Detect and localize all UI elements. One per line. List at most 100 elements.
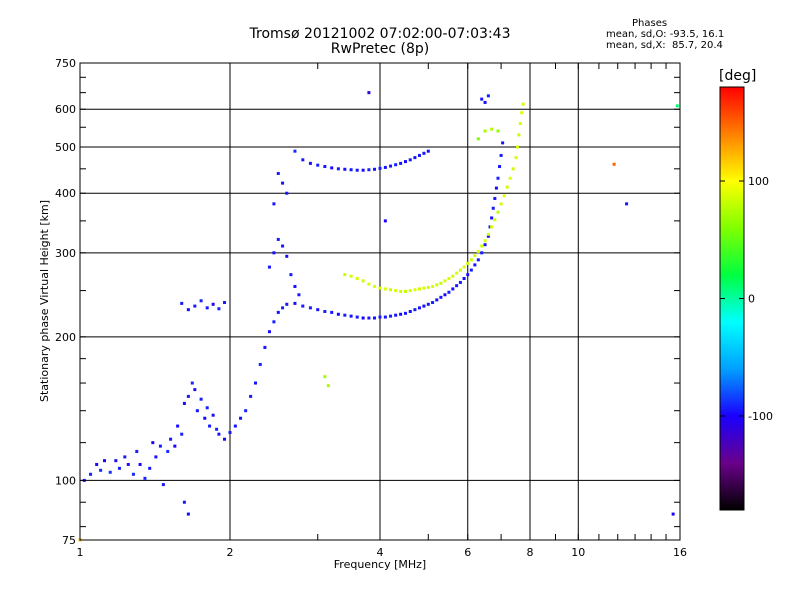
data-point	[447, 277, 451, 281]
data-point	[426, 285, 430, 289]
data-point	[515, 145, 519, 149]
data-point	[208, 424, 212, 428]
data-point	[285, 302, 289, 306]
data-point	[355, 315, 359, 319]
data-point	[431, 284, 435, 288]
y-tick-label: 75	[62, 534, 76, 547]
data-point	[496, 210, 500, 214]
data-point	[413, 308, 417, 312]
data-point	[480, 97, 484, 101]
data-point	[293, 149, 297, 153]
data-point	[244, 409, 248, 413]
data-point	[499, 153, 503, 157]
data-point	[276, 237, 280, 241]
x-axis-label: Frequency [MHz]	[334, 558, 426, 571]
data-point	[193, 304, 197, 308]
y-axis-label: Stationary phase Virtual Height [km]	[38, 200, 51, 402]
data-point	[389, 164, 393, 168]
data-point	[182, 500, 186, 504]
data-point	[148, 466, 152, 470]
data-point	[343, 313, 347, 317]
data-point	[316, 308, 320, 312]
data-point	[233, 424, 237, 428]
data-point	[272, 320, 276, 324]
data-point	[205, 306, 209, 310]
data-point	[293, 301, 297, 305]
phase-stats-heading: Phases	[632, 18, 668, 29]
data-point	[466, 261, 470, 265]
data-point	[361, 316, 365, 320]
data-point	[228, 431, 232, 435]
data-point	[263, 345, 267, 349]
data-point	[267, 330, 271, 334]
data-point	[496, 176, 500, 180]
data-point	[217, 307, 221, 311]
data-point	[138, 462, 142, 466]
points-layer	[78, 91, 679, 542]
data-point	[486, 234, 490, 238]
data-point	[367, 91, 371, 95]
data-point	[389, 314, 393, 318]
data-point	[239, 416, 243, 420]
data-point	[355, 168, 359, 172]
data-point	[466, 273, 470, 277]
data-point	[502, 194, 506, 198]
x-tick-label: 2	[227, 546, 234, 559]
data-point	[281, 244, 285, 248]
data-point	[499, 202, 503, 206]
data-point	[422, 304, 426, 308]
data-point	[95, 462, 99, 466]
x-tick-label: 8	[527, 546, 534, 559]
phase-stats-o-mode: mean, sd,O: -93.5, 16.1	[606, 29, 725, 40]
data-point	[143, 476, 147, 480]
data-point	[173, 444, 177, 448]
data-point	[383, 315, 387, 319]
data-point	[151, 441, 155, 445]
colorbar-tick-label: 100	[748, 175, 769, 188]
y-tick-label: 100	[55, 474, 76, 487]
data-point	[675, 104, 679, 108]
data-point	[383, 287, 387, 291]
data-point	[439, 281, 443, 285]
data-point	[417, 306, 421, 310]
data-point	[483, 243, 487, 247]
data-point	[367, 168, 371, 172]
data-point	[289, 273, 293, 277]
data-point	[483, 129, 487, 133]
data-point	[443, 279, 447, 283]
data-point	[480, 244, 484, 248]
data-point	[131, 472, 135, 476]
data-point	[297, 293, 301, 297]
data-point	[199, 299, 203, 303]
data-point	[323, 309, 327, 313]
data-point	[349, 168, 353, 172]
data-point	[403, 289, 407, 293]
chart-subtitle: RwPretec (8p)	[330, 41, 430, 57]
data-point	[511, 167, 515, 171]
data-point	[182, 401, 186, 405]
data-point	[103, 459, 107, 463]
data-point	[258, 362, 262, 366]
data-point	[378, 166, 382, 170]
data-point	[505, 185, 509, 189]
data-point	[343, 167, 347, 171]
data-point	[486, 94, 490, 98]
data-point	[301, 158, 305, 162]
x-tick-label: 6	[464, 546, 471, 559]
phase-stats-x-mode: mean, sd,X: 85.7, 20.4	[606, 40, 723, 51]
data-point	[469, 258, 473, 262]
data-point	[336, 167, 340, 171]
data-point	[367, 282, 371, 286]
data-point	[508, 176, 512, 180]
data-point	[135, 449, 139, 453]
data-point	[330, 310, 334, 314]
data-point	[186, 512, 190, 516]
chart-title: Tromsø 20121002 07:02:00-07:03:43	[249, 26, 511, 42]
data-point	[378, 286, 382, 290]
data-point	[89, 472, 93, 476]
data-point	[473, 254, 477, 258]
y-tick-label: 750	[55, 57, 76, 70]
data-point	[462, 277, 466, 281]
data-point	[447, 290, 451, 294]
data-point	[417, 287, 421, 291]
